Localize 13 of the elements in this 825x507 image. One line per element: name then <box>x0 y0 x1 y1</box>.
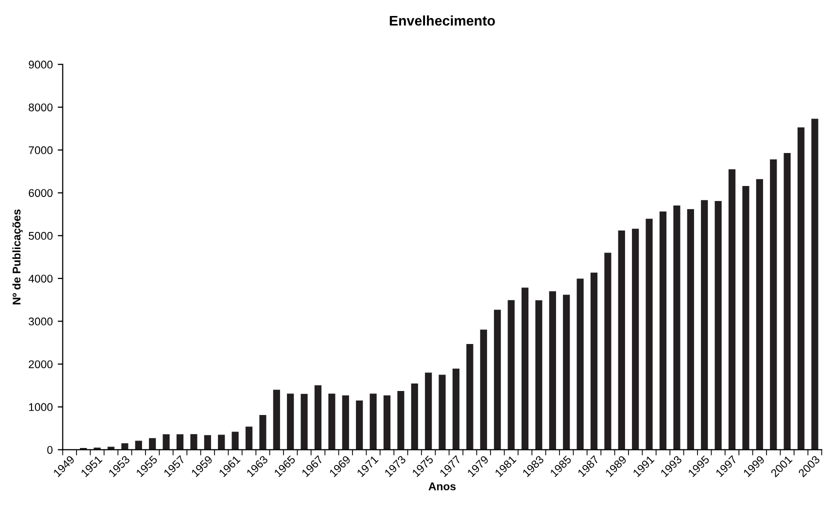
chart-title: Envelhecimento <box>390 15 495 26</box>
y-tick-label: 7000 <box>28 146 53 154</box>
y-tick-label: 9000 <box>28 60 53 69</box>
y-tick-label: 8000 <box>28 103 53 112</box>
y-tick-label: 6000 <box>28 189 53 197</box>
y-tick-label: 1000 <box>29 403 53 412</box>
y-tick-label: 0 <box>47 446 53 454</box>
x-axis-title: Anos <box>428 482 456 490</box>
y-tick-label: 4000 <box>28 274 53 283</box>
y-tick-label: 5000 <box>28 232 53 240</box>
y-tick-label: 3000 <box>28 318 53 326</box>
y-tick-label: 2000 <box>28 360 53 368</box>
y-axis-title: Nº de Publicações <box>12 209 23 304</box>
